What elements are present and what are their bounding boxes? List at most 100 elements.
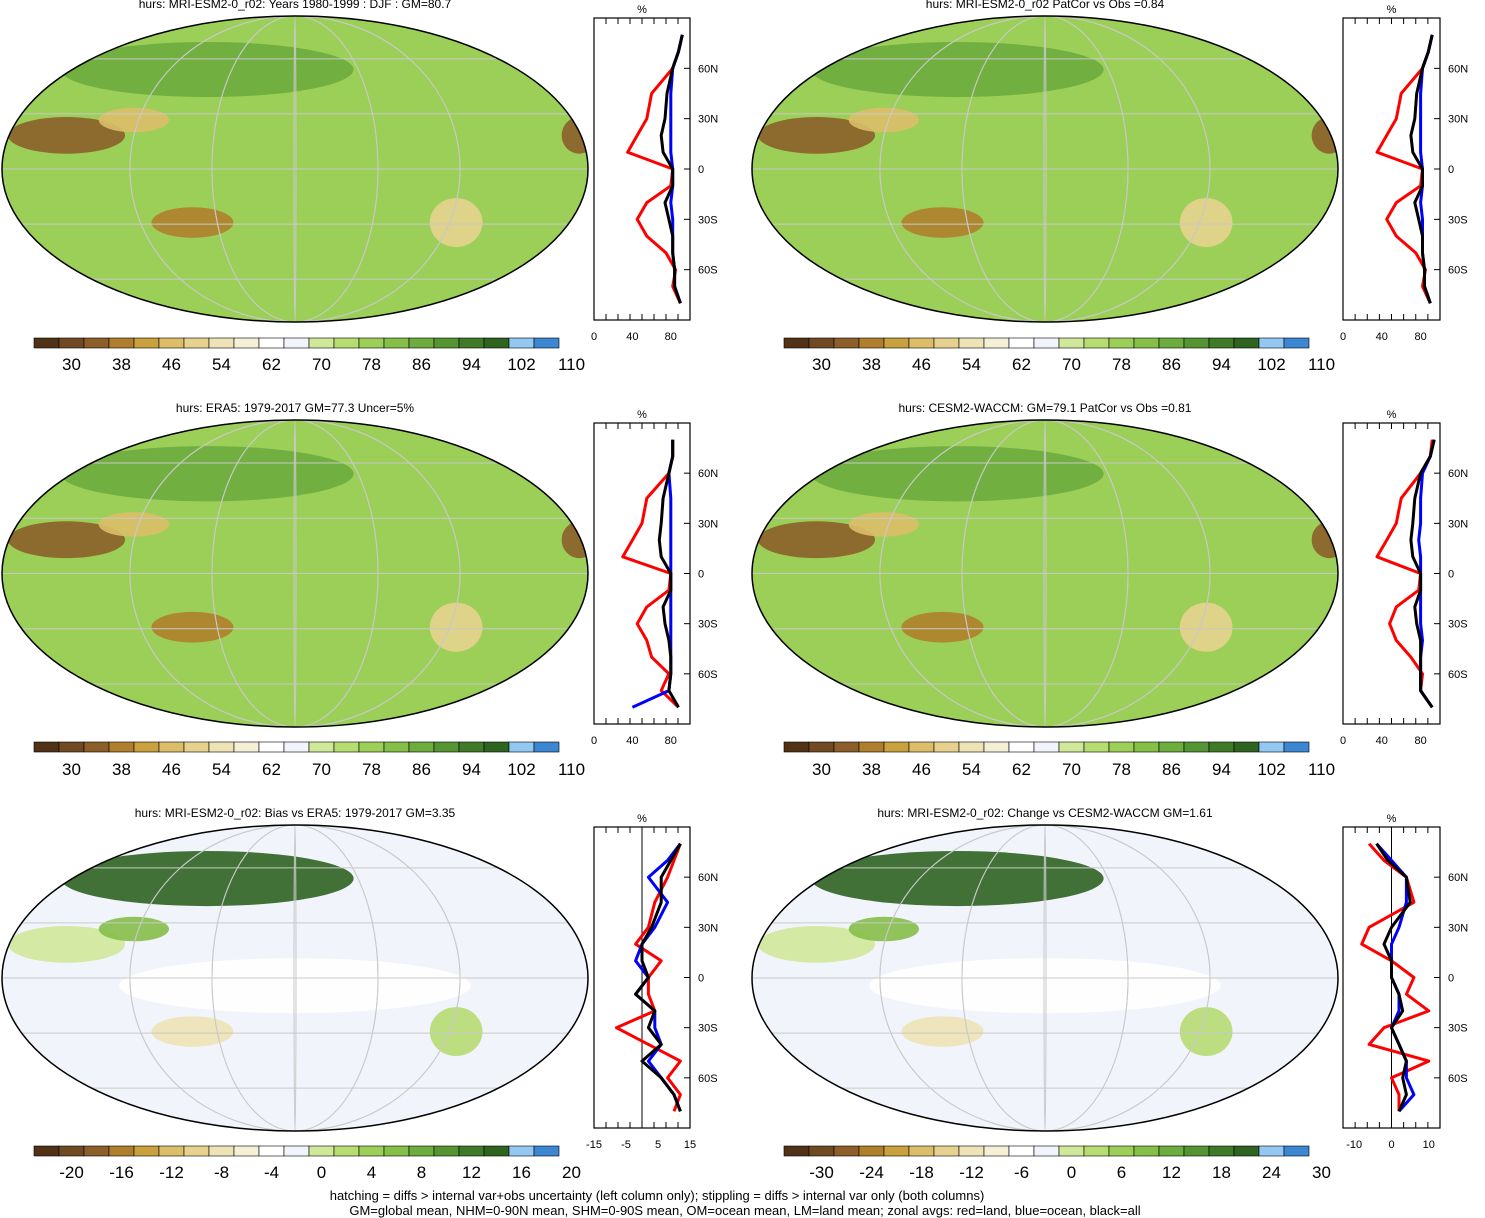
zonal-unit-label: %	[637, 4, 647, 16]
colorbar-box	[1158, 337, 1185, 349]
zonal-series-all	[659, 34, 684, 304]
colorbar-box	[108, 741, 135, 753]
colorbar-box	[983, 1145, 1010, 1157]
colorbar-box	[358, 741, 385, 753]
colorbar-label: -8	[214, 1163, 229, 1182]
colorbar-box	[1183, 337, 1210, 349]
zonal-lat-label: 60N	[698, 468, 718, 480]
zonal-mean-plot: % 0 40 80 60N 30N 0 30S 60S	[1340, 4, 1468, 343]
colorbar-box	[958, 337, 985, 349]
zonal-lat-label: 0	[698, 164, 704, 176]
colorbar-label: 78	[1112, 355, 1131, 374]
zonal-lat-label: 30N	[698, 922, 718, 934]
colorbar-label: 38	[112, 355, 131, 374]
panel-bias: hurs: MRI-ESM2-0_r02: Bias vs ERA5: 1979…	[1, 806, 718, 1182]
colorbar-label: -12	[159, 1163, 184, 1182]
colorbar-box	[458, 337, 485, 349]
colorbar-box	[58, 1145, 85, 1157]
map-outline	[1, 419, 589, 728]
colorbar-box	[58, 741, 85, 753]
map-outline	[1, 15, 589, 323]
colorbar-box	[1058, 1145, 1085, 1157]
zonal-unit-label: %	[1387, 4, 1397, 16]
map-region	[119, 958, 471, 1014]
colorbar-box	[958, 1145, 985, 1157]
colorbar-box	[1283, 337, 1310, 349]
colorbar-box	[158, 1145, 185, 1157]
colorbar-box	[533, 1145, 560, 1157]
zonal-frame	[593, 422, 691, 725]
map-meridian	[129, 420, 461, 727]
zonal-x-tick-label: -15	[586, 1139, 602, 1151]
colorbar-box	[183, 1145, 210, 1157]
zonal-mean-plot: % -10 0 10 60N 30N 0 30S 60S	[1342, 813, 1468, 1151]
colorbar-box	[383, 337, 410, 349]
colorbar: 30 38 46 54 62 70 78 86 94 102 110	[33, 741, 585, 779]
panel-title: hurs: MRI-ESM2-0_r02: Bias vs ERA5: 1979…	[135, 806, 456, 820]
map-region	[98, 916, 170, 942]
colorbar-box	[808, 337, 835, 349]
colorbar-box	[1033, 1145, 1060, 1157]
colorbar-label: 46	[162, 760, 181, 779]
colorbar-box	[33, 337, 60, 349]
zonal-x-tick-label: 10	[1423, 1139, 1435, 1151]
colorbar-label: 110	[1308, 760, 1335, 779]
colorbar-box	[258, 1145, 285, 1157]
zonal-unit-label: %	[1387, 813, 1397, 825]
colorbar-box	[908, 337, 935, 349]
colorbar: 30 38 46 54 62 70 78 86 94 102 110	[783, 337, 1335, 374]
colorbar-label: 18	[1212, 1163, 1231, 1182]
colorbar-box	[783, 337, 810, 349]
zonal-lat-label: 60S	[698, 669, 718, 681]
colorbar-label: 86	[412, 355, 431, 374]
zonal-mean-plot: % -15 -5 5 15 60N 30N 0 30S 60S	[586, 813, 718, 1151]
zonal-lat-label: 0	[1448, 973, 1454, 985]
map-content	[752, 420, 1338, 727]
colorbar-label: 0	[317, 1163, 326, 1182]
zonal-lat-label: 30N	[698, 114, 718, 126]
map-content	[752, 16, 1338, 322]
colorbar-box	[333, 741, 360, 753]
zonal-x-tick-label: 0	[591, 735, 597, 747]
colorbar-label: -6	[1014, 1163, 1029, 1182]
colorbar-box	[208, 1145, 235, 1157]
colorbar-label: 78	[362, 355, 381, 374]
panel-era5: hurs: ERA5: 1979-2017 GM=77.3 Uncer=5% 30…	[1, 401, 718, 779]
map-region	[1179, 198, 1233, 248]
map-region	[151, 611, 234, 643]
colorbar-box	[383, 741, 410, 753]
colorbar-label: 46	[162, 355, 181, 374]
colorbar-box	[933, 1145, 960, 1157]
zonal-x-tick-label: 5	[655, 1139, 661, 1151]
colorbar-box	[358, 1145, 385, 1157]
colorbar-label: 70	[1062, 760, 1081, 779]
colorbar-label: 70	[312, 355, 331, 374]
colorbar-box	[33, 1145, 60, 1157]
zonal-lat-label: 0	[1448, 164, 1454, 176]
colorbar-label: 30	[62, 355, 81, 374]
colorbar-label: 102	[507, 355, 535, 374]
colorbar-box	[283, 741, 310, 753]
colorbar-label: 38	[862, 355, 881, 374]
colorbar-box	[233, 337, 260, 349]
map-region	[60, 42, 354, 98]
zonal-x-tick-label: 40	[1376, 331, 1388, 343]
colorbar-box	[483, 741, 510, 753]
colorbar-box	[1233, 741, 1260, 753]
colorbar-box	[833, 741, 860, 753]
colorbar-box	[1183, 741, 1210, 753]
map-content	[2, 16, 588, 322]
panel-mri-patcor: hurs: MRI-ESM2-0_r02 PatCor vs Obs =0.84…	[751, 0, 1468, 374]
colorbar-box	[208, 741, 235, 753]
zonal-lat-label: 30S	[1448, 214, 1468, 226]
colorbar-box	[883, 1145, 910, 1157]
zonal-lat-label: 60S	[1448, 265, 1468, 277]
map-region	[848, 916, 920, 942]
colorbar-label: 8	[417, 1163, 426, 1182]
zonal-x-tick-label: 0	[1340, 331, 1346, 343]
colorbar-label: 4	[367, 1163, 376, 1182]
colorbar-box	[933, 337, 960, 349]
colorbar-box	[858, 1145, 885, 1157]
colorbar-box	[1133, 741, 1160, 753]
panel-title: hurs: ERA5: 1979-2017 GM=77.3 Uncer=5%	[176, 401, 414, 415]
